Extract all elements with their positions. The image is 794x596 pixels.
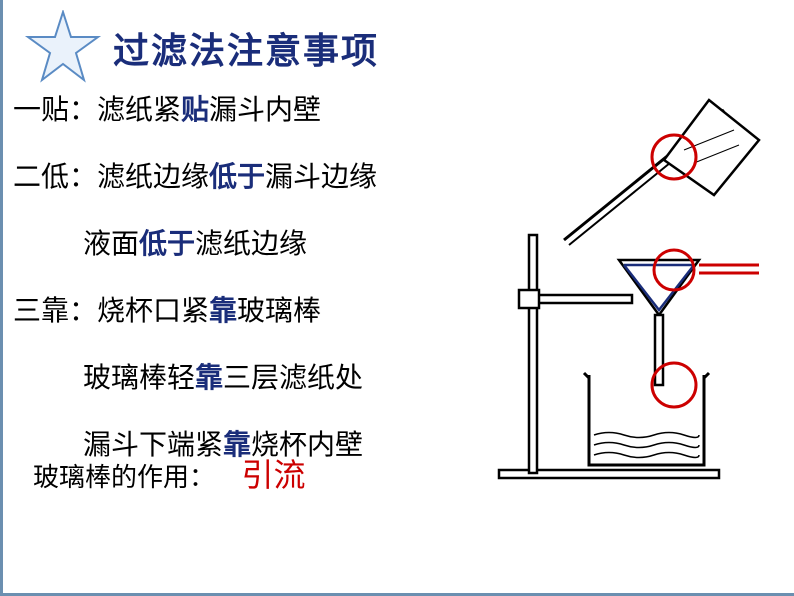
rule-2-label: 二低： [13, 162, 97, 193]
rule-2b-highlight: 低于 [139, 229, 195, 260]
footer-answer: 引流 [242, 457, 306, 493]
rule-3a-highlight: 靠 [209, 296, 237, 327]
rule-3a: 三靠：烧杯口紧靠玻璃棒 [13, 291, 483, 333]
filtration-diagram [469, 95, 769, 495]
rule-2a: 二低：滤纸边缘低于漏斗边缘 [13, 157, 483, 199]
rule-1: 一贴：滤纸紧贴漏斗内壁 [13, 90, 483, 132]
rule-2b: 液面低于滤纸边缘 [13, 224, 483, 266]
rule-1-highlight: 贴 [181, 95, 209, 126]
star-icon [23, 10, 103, 85]
rule-3-label: 三靠： [13, 296, 97, 327]
rule-3b-highlight: 靠 [195, 363, 223, 394]
rules-content: 一贴：滤纸紧贴漏斗内壁 二低：滤纸边缘低于漏斗边缘 液面低于滤纸边缘 三靠：烧杯… [13, 90, 483, 492]
rule-1-label: 一贴： [13, 95, 97, 126]
rule-3b: 玻璃棒轻靠三层滤纸处 [13, 358, 483, 400]
footer-question: 玻璃棒的作用： 引流 [33, 450, 306, 496]
rule-2a-highlight: 低于 [209, 162, 265, 193]
page-title: 过滤法注意事项 [113, 22, 379, 74]
